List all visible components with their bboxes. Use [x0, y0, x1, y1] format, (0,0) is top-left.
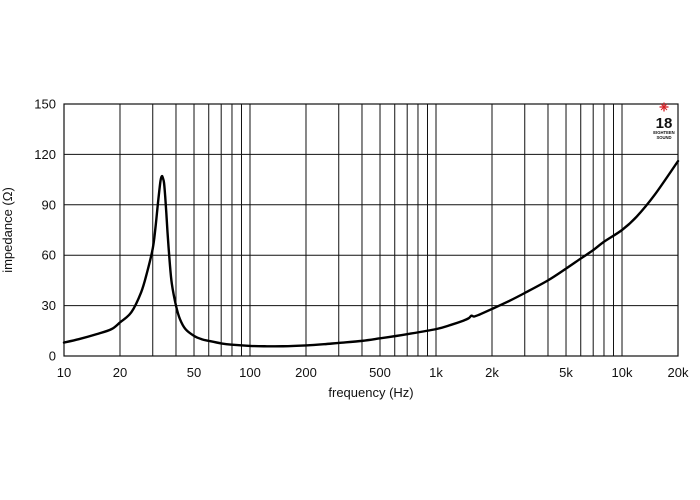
y-tick-label: 150 [34, 97, 56, 112]
x-tick-label: 200 [295, 365, 317, 380]
y-tick-label: 0 [49, 349, 56, 364]
plot-frame [63, 103, 679, 357]
x-tick-label: 2k [485, 365, 499, 380]
x-tick-label: 500 [369, 365, 391, 380]
x-tick-label: 10 [57, 365, 71, 380]
grid [63, 103, 679, 357]
tick-labels: 10 20 50 100 200 500 1k 2k 5k 10k 20k 0 30 60 90 120 150 [34, 97, 689, 381]
logo-number: 18 [656, 115, 673, 132]
x-tick-label: 1k [429, 365, 443, 380]
x-axis-label: frequency (Hz) [328, 385, 413, 400]
x-tick-label: 100 [239, 365, 261, 380]
x-tick-label: 20 [113, 365, 127, 380]
y-tick-label: 120 [34, 147, 56, 162]
star-icon [659, 102, 669, 112]
y-axis-label: impedance (Ω) [0, 187, 15, 273]
x-tick-label: 50 [187, 365, 201, 380]
logo-subtext-1: EIGHTEEN [653, 130, 674, 135]
y-tick-label: 60 [42, 248, 56, 263]
impedance-curve [62, 159, 680, 348]
brand-logo: 18 EIGHTEEN SOUND [653, 102, 675, 140]
x-tick-label: 10k [612, 365, 633, 380]
y-tick-label: 30 [42, 298, 56, 313]
y-tick-label: 90 [42, 197, 56, 212]
x-tick-label: 20k [668, 365, 689, 380]
x-tick-label: 5k [559, 365, 573, 380]
logo-subtext-2: SOUND [656, 135, 671, 140]
